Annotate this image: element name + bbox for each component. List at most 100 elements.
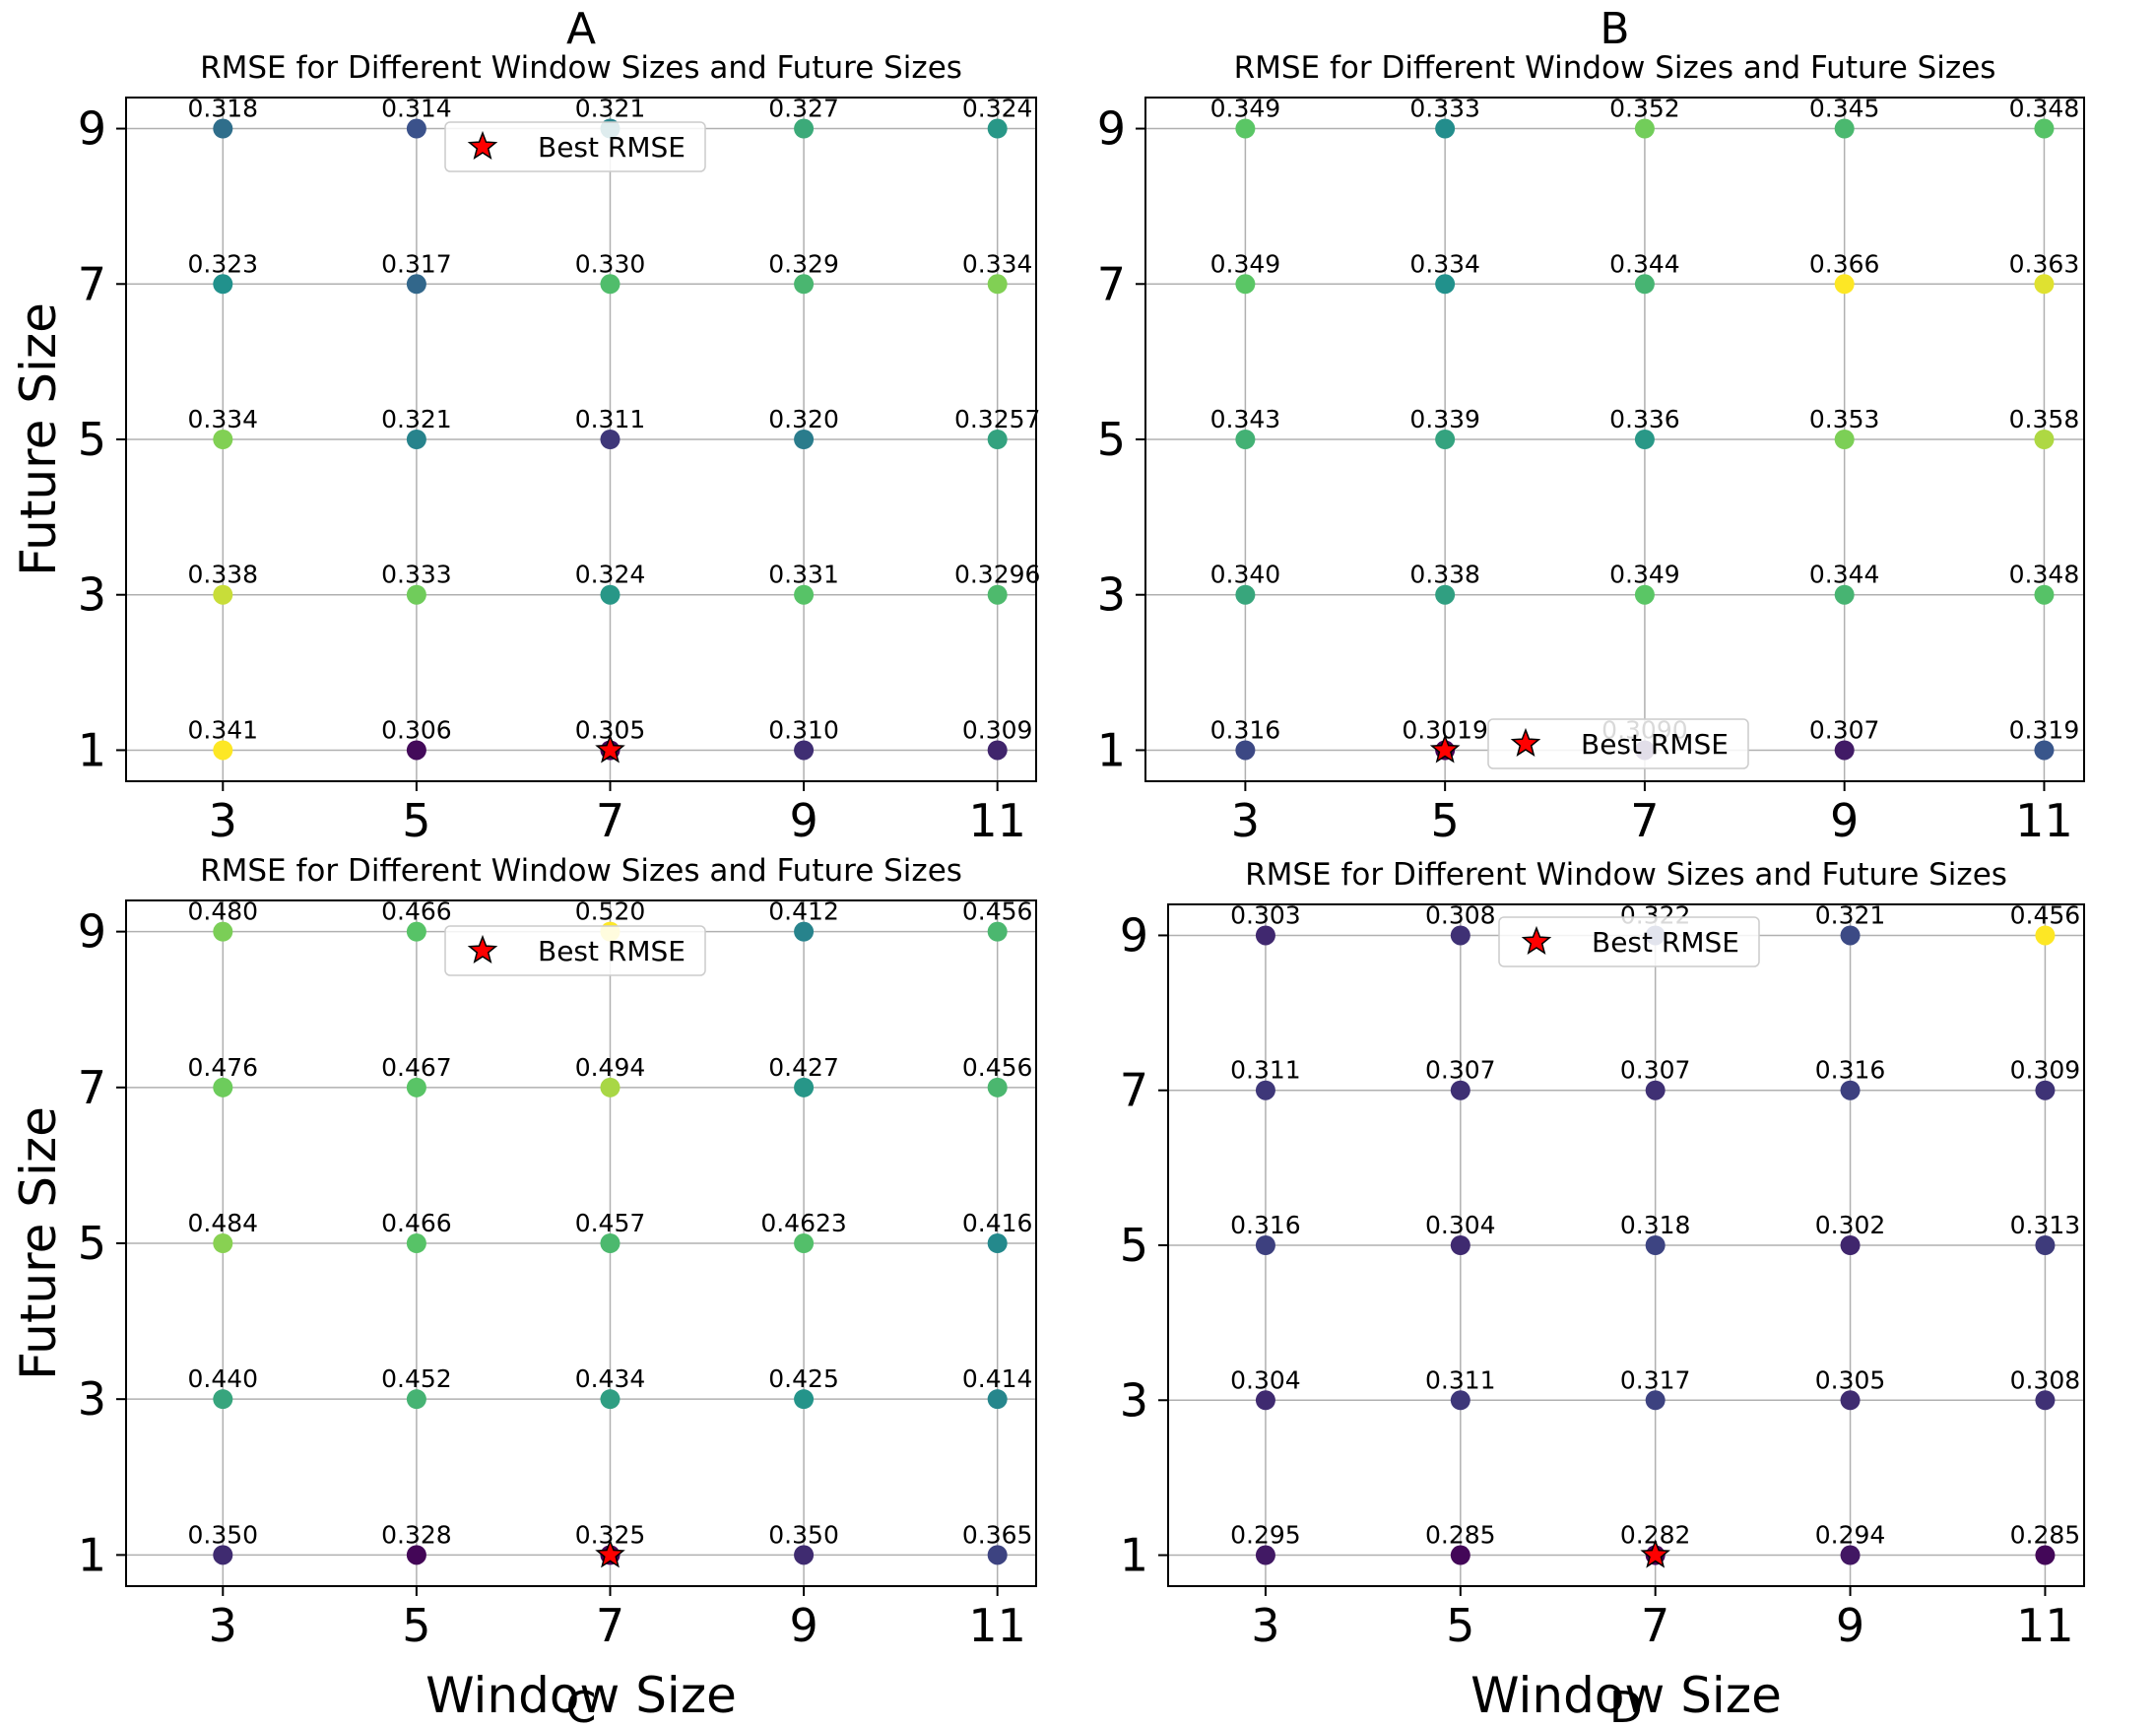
legend-label: Best RMSE bbox=[538, 935, 686, 967]
legend: Best RMSE bbox=[444, 925, 706, 976]
data-point bbox=[1450, 1545, 1470, 1565]
data-point bbox=[2035, 925, 2056, 946]
data-point bbox=[1645, 1235, 1666, 1255]
data-label: 0.334 bbox=[1409, 249, 1480, 278]
data-label: 0.456 bbox=[962, 1053, 1033, 1082]
y-axis-label: Future Size bbox=[10, 1106, 67, 1380]
data-point bbox=[1450, 1235, 1470, 1255]
x-tick-label: 5 bbox=[1431, 794, 1460, 847]
data-point bbox=[1450, 1080, 1470, 1100]
data-point bbox=[987, 1077, 1008, 1097]
x-tick-label: 3 bbox=[209, 1599, 237, 1652]
data-point bbox=[213, 1077, 233, 1097]
x-tick-label: 7 bbox=[1641, 1599, 1669, 1652]
data-point bbox=[2034, 430, 2055, 449]
legend: Best RMSE bbox=[444, 121, 706, 172]
data-point bbox=[2034, 740, 2055, 761]
data-label: 0.319 bbox=[2009, 715, 2080, 744]
data-label: 0.343 bbox=[1210, 405, 1281, 433]
chart-title: RMSE for Different Window Sizes and Futu… bbox=[200, 50, 962, 86]
data-point bbox=[406, 1389, 426, 1410]
data-point bbox=[600, 1077, 621, 1097]
best-rmse-star-icon bbox=[595, 1539, 625, 1568]
data-label: 0.363 bbox=[2009, 249, 2080, 278]
data-label: 0.348 bbox=[2009, 561, 2080, 589]
data-point bbox=[2034, 274, 2055, 295]
x-tick-label: 3 bbox=[209, 794, 237, 847]
panel-letter: C bbox=[566, 1683, 597, 1728]
data-label: 0.331 bbox=[768, 561, 839, 589]
best-rmse-star-icon bbox=[595, 734, 625, 764]
data-label: 0.302 bbox=[1815, 1211, 1886, 1239]
data-point bbox=[794, 274, 815, 295]
data-label: 0.311 bbox=[1425, 1365, 1496, 1394]
data-point bbox=[1834, 274, 1855, 295]
panel-d: D RMSE for Different Window Sizes and Fut… bbox=[1120, 857, 2085, 1728]
data-point bbox=[987, 740, 1008, 761]
data-point bbox=[406, 1545, 426, 1565]
data-point bbox=[213, 921, 233, 942]
data-point bbox=[1235, 584, 1256, 605]
data-label: 0.416 bbox=[962, 1209, 1033, 1237]
data-label: 0.467 bbox=[381, 1053, 452, 1082]
data-label: 0.318 bbox=[1620, 1211, 1691, 1239]
data-point bbox=[600, 430, 621, 449]
data-label: 0.303 bbox=[1230, 900, 1301, 929]
y-tick-label: 9 bbox=[78, 905, 106, 959]
data-label: 0.476 bbox=[188, 1053, 259, 1082]
data-point bbox=[1435, 274, 1456, 295]
data-label: 0.349 bbox=[1210, 95, 1281, 123]
data-label: 0.321 bbox=[1815, 900, 1886, 929]
data-point bbox=[1834, 430, 1855, 449]
y-tick-label: 5 bbox=[1120, 1219, 1148, 1272]
data-point bbox=[1634, 118, 1655, 139]
data-label: 0.316 bbox=[1210, 715, 1281, 744]
data-label: 0.304 bbox=[1425, 1211, 1496, 1239]
legend-star-icon bbox=[1521, 925, 1552, 955]
data-label: 0.309 bbox=[962, 715, 1033, 744]
data-point bbox=[794, 1077, 815, 1097]
data-label: 0.308 bbox=[2010, 1365, 2081, 1394]
panel-letter: A bbox=[566, 4, 596, 54]
data-point bbox=[1235, 740, 1256, 761]
data-label: 0.365 bbox=[962, 1520, 1033, 1549]
data-label: 0.480 bbox=[188, 897, 259, 926]
data-point bbox=[213, 1233, 233, 1253]
data-label: 0.324 bbox=[575, 561, 646, 589]
data-point bbox=[600, 1389, 621, 1410]
y-tick-label: 5 bbox=[78, 1217, 106, 1270]
data-point bbox=[987, 1545, 1008, 1565]
data-point bbox=[213, 118, 233, 139]
data-point bbox=[794, 118, 815, 139]
data-point bbox=[406, 740, 426, 761]
data-label: 0.352 bbox=[1609, 95, 1680, 123]
y-tick-label: 1 bbox=[1097, 723, 1126, 776]
data-label: 0.316 bbox=[1230, 1211, 1301, 1239]
data-point bbox=[406, 1233, 426, 1253]
data-label: 0.350 bbox=[768, 1520, 839, 1549]
data-point bbox=[1255, 925, 1275, 946]
data-point bbox=[600, 1233, 621, 1253]
data-points: 0.3160.30190.30900.3070.3190.3400.3380.3… bbox=[1210, 95, 2080, 761]
data-point bbox=[213, 1545, 233, 1565]
data-point bbox=[213, 430, 233, 449]
data-label: 0.353 bbox=[1809, 405, 1880, 433]
best-rmse-star-icon bbox=[1429, 734, 1461, 764]
data-label: 0.305 bbox=[1815, 1365, 1886, 1394]
data-point bbox=[794, 1545, 815, 1565]
chart-title: RMSE for Different Window Sizes and Futu… bbox=[200, 853, 962, 889]
best-rmse-star-icon bbox=[1640, 1539, 1670, 1568]
data-label: 0.324 bbox=[962, 95, 1033, 123]
data-point bbox=[1235, 118, 1256, 139]
data-point bbox=[1834, 584, 1855, 605]
data-label: 0.309 bbox=[2010, 1056, 2081, 1085]
data-point bbox=[1645, 1080, 1666, 1100]
x-tick-label: 5 bbox=[402, 1599, 430, 1652]
data-label: 0.328 bbox=[381, 1520, 452, 1549]
data-point bbox=[1634, 430, 1655, 449]
data-label: 0.307 bbox=[1809, 715, 1880, 744]
data-label: 0.285 bbox=[1425, 1521, 1496, 1550]
